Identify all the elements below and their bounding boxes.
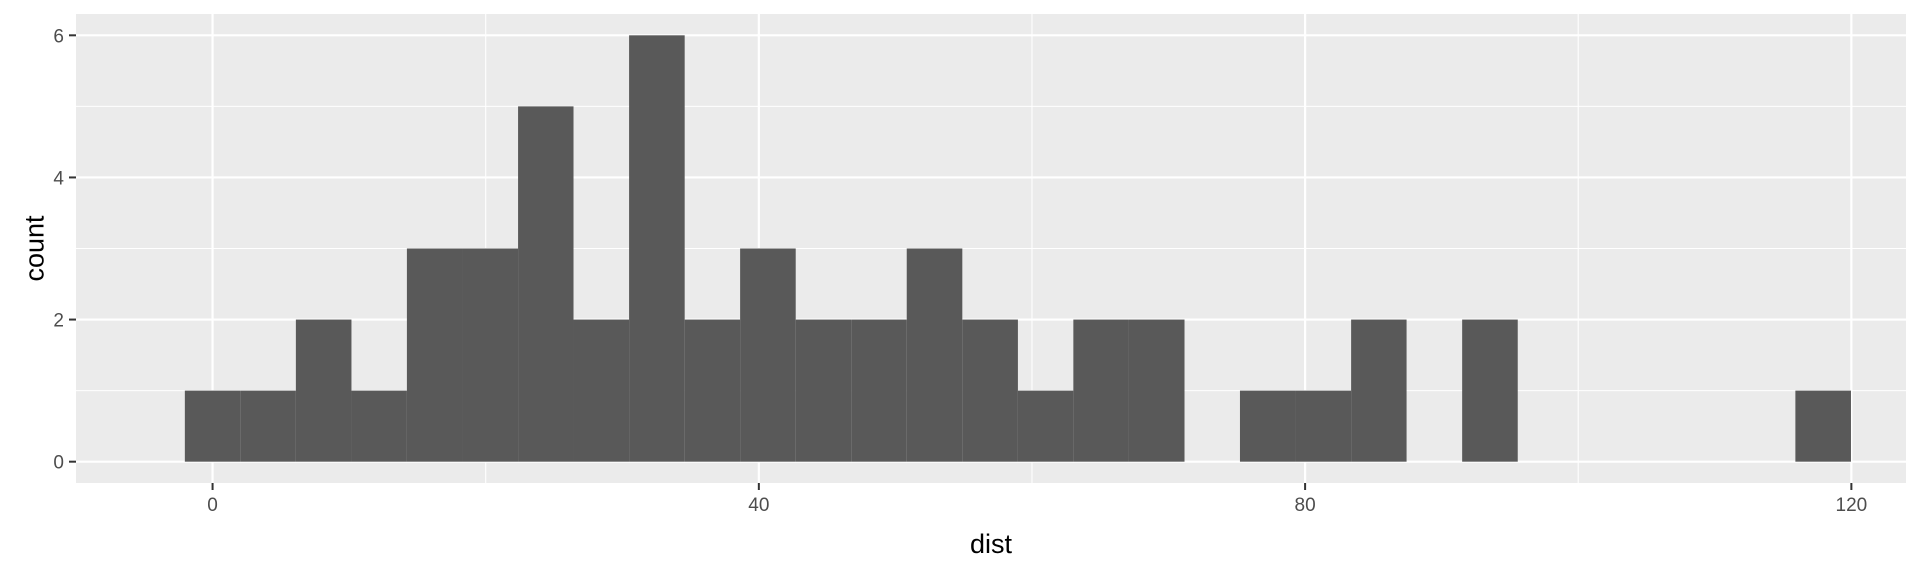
histogram-bar [184,390,241,462]
histogram-bar [240,390,296,462]
histogram-bar [906,248,963,462]
histogram-bar [1462,319,1518,462]
y-tick-label: 4 [53,168,64,189]
histogram-bars [184,35,1851,462]
histogram-bar [295,319,352,462]
y-axis: 0 2 4 6 [53,26,76,474]
x-tick-label: 80 [1295,495,1316,516]
histogram-bar [1239,390,1296,462]
y-axis-title: count [19,215,49,282]
histogram-bar [1795,390,1851,462]
x-tick-label: 0 [207,495,218,516]
histogram-bar [851,319,907,462]
x-tick-label: 40 [748,495,769,516]
histogram-bar [684,319,741,462]
y-tick-label: 6 [53,26,64,47]
histogram-bar [1017,390,1074,462]
histogram-bar [406,248,463,462]
x-axis-title: dist [970,529,1013,559]
histogram-bar [1073,319,1129,462]
histogram-bar [462,248,519,462]
x-tick-label: 120 [1836,495,1868,516]
y-tick-label: 2 [53,311,64,332]
histogram-bar [1128,319,1185,462]
histogram-bar [629,35,685,462]
y-tick-label: 0 [53,453,64,474]
histogram-bar [351,390,407,462]
histogram-bar [795,319,852,462]
histogram-bar [962,319,1018,462]
histogram-bar [573,319,630,462]
x-axis: 0 40 80 120 [207,483,1867,516]
histogram-bar [1351,319,1407,462]
histogram-bar [740,248,796,462]
histogram-bar [1295,390,1352,462]
histogram-bar [518,106,574,462]
